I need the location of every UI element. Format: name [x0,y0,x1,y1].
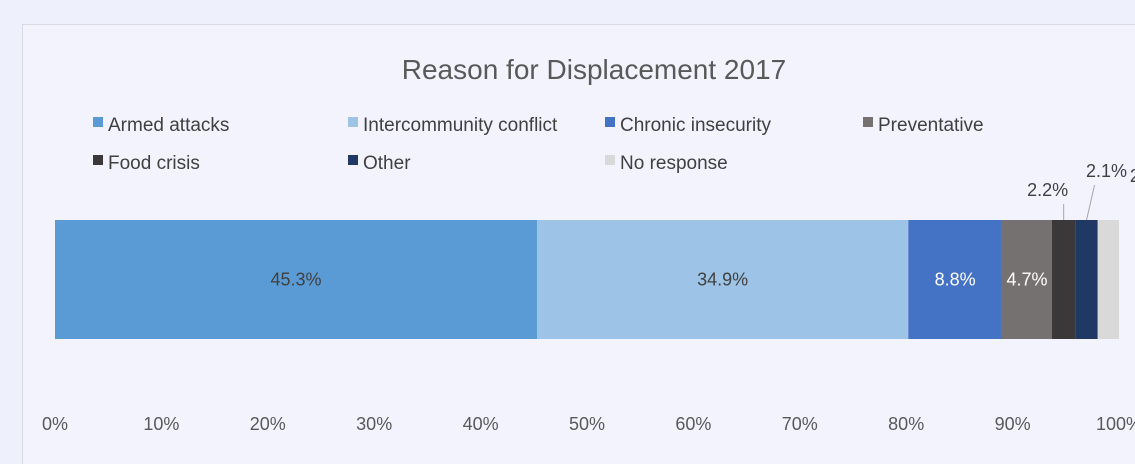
legend-item-armed-attacks: Armed attacks [93,115,229,136]
x-tick-label: 100% [1096,414,1135,434]
legend-label: Preventative [878,115,984,136]
legend-item-intercommunity-conflict: Intercommunity conflict [348,115,558,136]
x-tick-label: 80% [888,414,924,434]
leader-line-other [1086,184,1096,221]
legend-item-no-response: No response [605,153,728,174]
data-label-food-crisis: 2.2% [1027,180,1068,200]
legend-swatch [93,117,103,127]
legend-swatch [605,117,615,127]
bars [55,220,1119,339]
bar-no-response [1097,220,1119,339]
legend-label: Other [363,153,411,174]
legend-swatch [348,155,358,165]
data-label-chronic-insecurity: 8.8% [935,270,976,290]
legend-item-preventative: Preventative [863,115,984,136]
x-tick-label: 90% [995,414,1031,434]
x-tick-label: 60% [675,414,711,434]
legend-item-food-crisis: Food crisis [93,153,200,174]
chart-title: Reason for Displacement 2017 [402,54,786,85]
chart-frame: Reason for Displacement 2017 Armed attac… [22,24,1135,464]
legend-swatch [348,117,358,127]
legend-label: Armed attacks [108,115,229,136]
x-tick-label: 40% [463,414,499,434]
legend-swatch [93,155,103,165]
legend-label: Chronic insecurity [620,115,771,136]
data-label-other: 2.1% [1086,161,1127,181]
x-tick-label: 70% [782,414,818,434]
legend-swatch [605,155,615,165]
x-tick-label: 0% [42,414,68,434]
legend: Armed attacks Intercommunity conflict Chro… [93,115,984,174]
data-label-no-response: 2.0% [1130,166,1135,186]
bar-intercommunity-conflict [536,220,909,339]
data-labels: 45.3% 34.9% 8.8% 4.7% 2.2% 2.1%2.0% [270,161,1135,290]
x-tick-label: 20% [250,414,286,434]
bar-armed-attacks [55,220,537,339]
bar-food-crisis [1051,220,1076,339]
legend-item-chronic-insecurity: Chronic insecurity [605,115,771,136]
data-label-intercommunity-conflict: 34.9% [697,270,748,290]
data-label-preventative: 4.7% [1006,270,1047,290]
bar-preventative [1001,220,1052,339]
legend-swatch [863,117,873,127]
stacked-bar-chart: Reason for Displacement 2017 Armed attac… [42,54,1135,434]
x-axis: 0% 10% 20% 30% 40% 50% 60% 70% 80% 90% 100% [42,414,1135,434]
bar-other [1075,220,1098,339]
legend-label: Intercommunity conflict [363,115,558,136]
x-tick-label: 50% [569,414,605,434]
data-label-armed-attacks: 45.3% [270,270,321,290]
legend-label: Food crisis [108,153,200,174]
x-tick-label: 30% [356,414,392,434]
bar-chronic-insecurity [908,220,1002,339]
x-tick-label: 10% [143,414,179,434]
legend-label: No response [620,153,728,174]
legend-item-other: Other [348,153,411,174]
